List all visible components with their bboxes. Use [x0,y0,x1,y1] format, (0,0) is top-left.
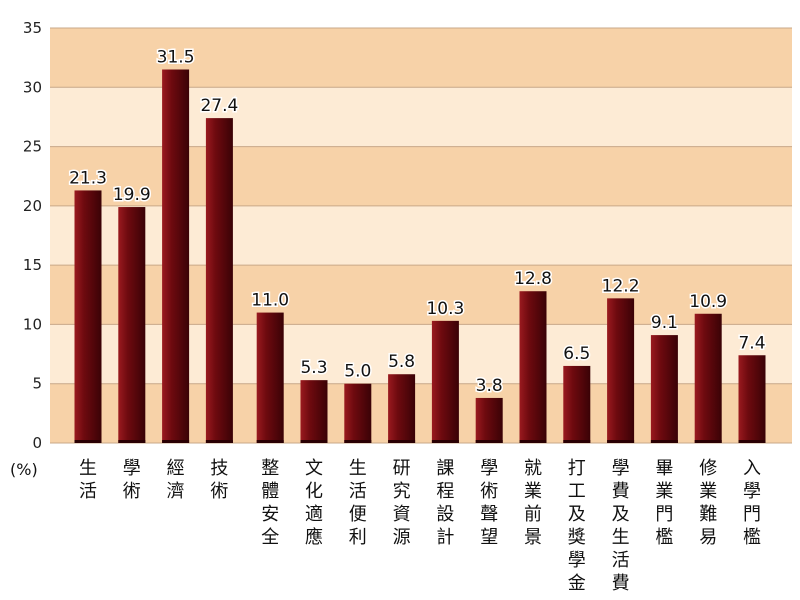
bar-base [388,440,416,443]
bar-base [650,440,678,443]
value-label: 27.4 [200,96,238,116]
value-label: 5.8 [388,352,415,372]
y-tick-label: 20 [23,197,42,215]
category-label: 生活 [79,458,97,502]
y-tick-label: 25 [23,138,42,156]
bar-6 [300,380,328,443]
category-label: 學術 [123,458,141,502]
bar-15 [694,313,722,443]
category-label: 學費及生活費 [612,458,630,594]
category-label: 文化適應 [305,458,323,548]
category-label: 入學門檻 [743,458,761,548]
value-labels: 21.3 19.9 31.5 27.4 11.0 5.3 5.0 5.8 10.3 3.8 12.8… [68,46,767,397]
bar-9 [431,320,459,443]
bar-1 [74,190,102,443]
y-tick-label: 10 [23,315,42,333]
category-label: 研究資源 [393,458,411,548]
value-label: 3.8 [476,376,503,396]
bar-14 [650,335,678,443]
bar-5 [256,312,284,443]
value-label: 19.9 [113,185,151,205]
bar-4 [205,118,233,443]
bar-base [162,440,190,443]
bar-base [74,440,102,443]
value-label: 31.5 [157,48,195,68]
bar-base [607,440,635,443]
plot-band [50,146,792,206]
value-label: 12.2 [602,276,640,296]
bar-11 [519,291,547,443]
bar-base [563,440,591,443]
plot-band [50,324,792,384]
y-tick-label: 5 [32,375,42,393]
y-tick-label: 0 [32,434,42,452]
bar-base [519,440,547,443]
value-label: 10.3 [426,299,464,319]
bars [74,69,766,443]
bar-12 [563,365,591,443]
category-label: 修業難易 [699,458,717,548]
category-label: 畢業門檻 [655,458,673,548]
bar-3 [162,69,190,443]
value-label: 9.1 [651,313,678,333]
bar-10 [475,397,503,443]
bar-base [205,440,233,443]
value-label: 21.3 [69,168,107,188]
y-tick-label: 30 [23,78,42,96]
plot-band [50,265,792,325]
bar-base [256,440,284,443]
bar-base [344,440,372,443]
category-label: 打工及獎學金 [568,458,586,594]
y-tick-label: 15 [23,256,42,274]
y-tick-label: 35 [23,19,42,37]
value-label: 6.5 [563,344,590,364]
plot-background-bands [50,28,792,443]
y-axis: 0 5 10 15 20 25 30 35 [23,19,42,452]
category-label: 課程設計 [436,458,454,548]
value-label: 5.3 [300,358,327,378]
bar-base [300,440,328,443]
category-label: 整體安全 [261,458,279,548]
bar-base [694,440,722,443]
plot-band [50,383,792,443]
bar-16 [738,355,766,443]
bar-base [118,440,146,443]
bar-7 [344,383,372,443]
category-label: 生活便利 [349,458,367,548]
value-label: 5.0 [344,362,371,382]
bar-8 [388,374,416,443]
bar-base [475,440,503,443]
bar-2 [118,207,146,443]
category-label: 經濟 [167,458,185,502]
plot-band [50,205,792,266]
category-label: 技術 [210,458,228,502]
bar-base [738,440,766,443]
bar-base [431,440,459,443]
value-label: 12.8 [514,269,552,289]
bar-13 [607,298,635,443]
value-label: 11.0 [251,291,289,311]
category-label: 就業前景 [524,458,542,548]
category-label: 學術聲望 [480,458,498,548]
value-label: 10.9 [689,292,727,312]
unit-label: (%) [10,460,38,479]
value-label: 7.4 [738,333,765,353]
plot-band [50,87,792,147]
